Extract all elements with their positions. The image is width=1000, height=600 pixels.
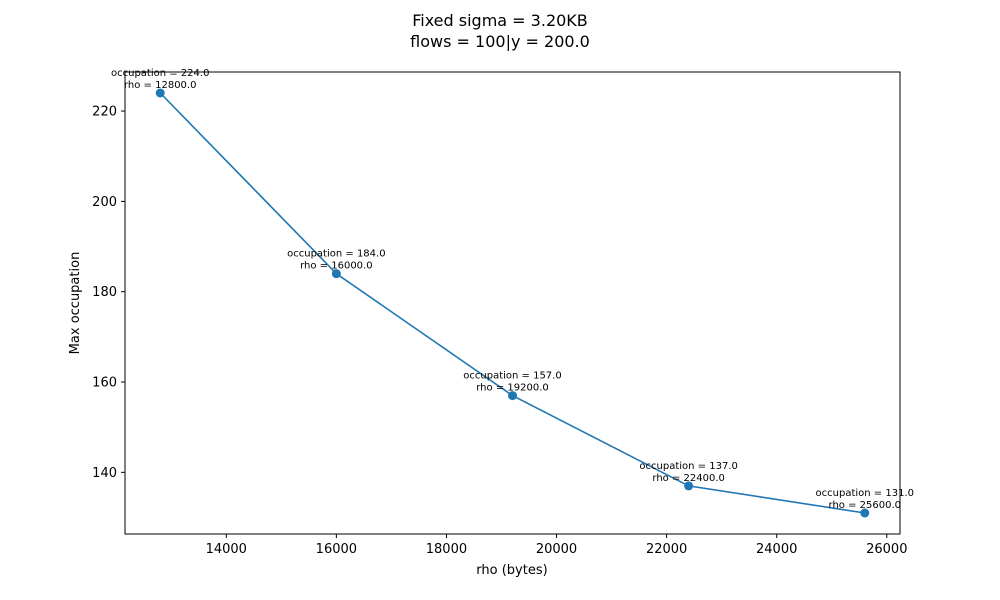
data-label-rho: rho = 25600.0	[829, 500, 901, 511]
axes-frame	[124, 71, 901, 535]
y-tick-label: 140	[92, 466, 117, 481]
x-tick-label: 14000	[206, 542, 247, 557]
chart-title-line-2: flows = 100|y = 200.0	[410, 32, 590, 51]
x-tick-label: 26000	[866, 542, 907, 557]
x-tick-label: 16000	[316, 542, 357, 557]
x-axis-label: rho (bytes)	[476, 563, 547, 578]
y-tick-label: 220	[92, 105, 117, 120]
x-tick-label: 18000	[426, 542, 467, 557]
x-tick-label: 24000	[756, 542, 797, 557]
y-tick-label: 160	[92, 376, 117, 391]
data-label-occupation: occupation = 157.0	[463, 371, 561, 382]
y-tick-label: 180	[92, 285, 117, 300]
data-label-rho: rho = 22400.0	[652, 473, 724, 484]
chart-title-line-1: Fixed sigma = 3.20KB	[412, 11, 588, 30]
data-point	[155, 88, 165, 98]
x-axis: 14000 16000 18000 20000 22000 24000 26000	[206, 534, 907, 557]
data-label-rho: rho = 12800.0	[124, 80, 196, 91]
x-tick-label: 20000	[536, 542, 577, 557]
y-tick-label: 200	[92, 195, 117, 210]
y-axis: 140 160 180 200 220	[92, 105, 125, 481]
data-label-occupation: occupation = 184.0	[287, 249, 385, 260]
data-label-occupation: occupation = 224.0	[111, 68, 209, 79]
data-label-occupation: occupation = 131.0	[816, 488, 914, 499]
data-label-rho: rho = 19200.0	[476, 383, 548, 394]
data-point	[508, 391, 517, 401]
y-axis-label: Max occupation	[68, 252, 83, 355]
data-point	[331, 269, 341, 279]
data-point	[860, 508, 870, 518]
data-point	[684, 481, 694, 491]
data-label-occupation: occupation = 137.0	[639, 461, 737, 472]
data-label-rho: rho = 16000.0	[300, 261, 372, 272]
x-tick-label: 22000	[646, 542, 687, 557]
